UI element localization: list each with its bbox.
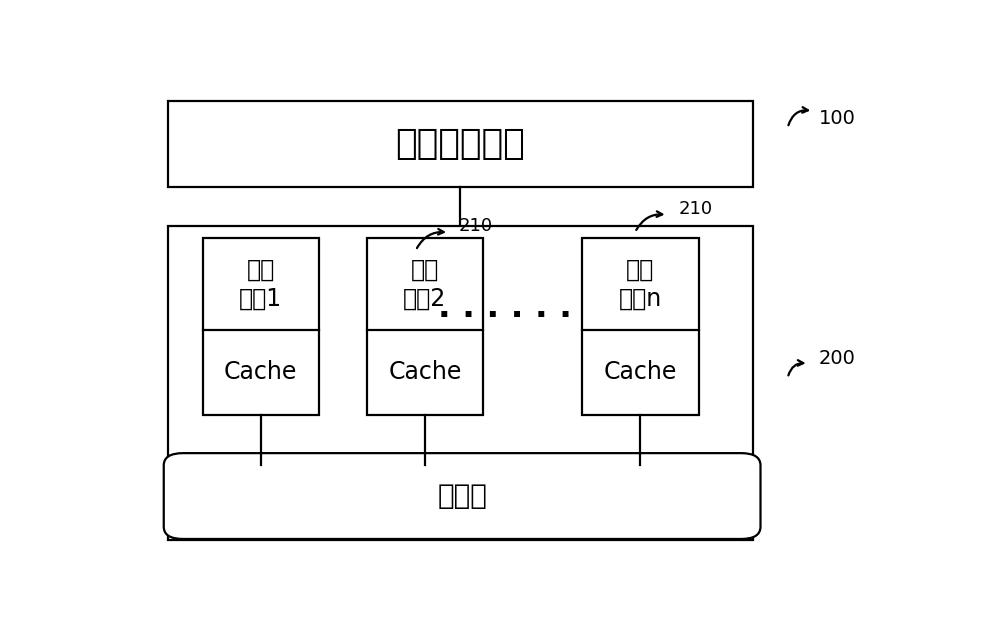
Bar: [168, 101, 753, 187]
Bar: [367, 238, 483, 415]
Text: Cache: Cache: [604, 361, 677, 385]
Text: 处理
器核n: 处理 器核n: [619, 258, 662, 311]
Bar: [582, 238, 698, 415]
Text: 200: 200: [819, 349, 856, 368]
Text: 处理
器核1: 处理 器核1: [239, 258, 282, 311]
Bar: [202, 238, 319, 415]
Bar: [168, 226, 753, 540]
FancyBboxPatch shape: [164, 453, 761, 539]
Text: Cache: Cache: [224, 361, 297, 385]
Text: · · · · · ·: · · · · · ·: [438, 300, 572, 333]
Text: 任务调度装置: 任务调度装置: [395, 127, 525, 161]
Text: Cache: Cache: [388, 361, 462, 385]
Text: 内总线: 内总线: [437, 482, 487, 510]
Text: 210: 210: [679, 200, 713, 218]
Text: 210: 210: [458, 217, 492, 235]
Text: 100: 100: [819, 109, 856, 127]
Text: 处理
器核2: 处理 器核2: [403, 258, 447, 311]
